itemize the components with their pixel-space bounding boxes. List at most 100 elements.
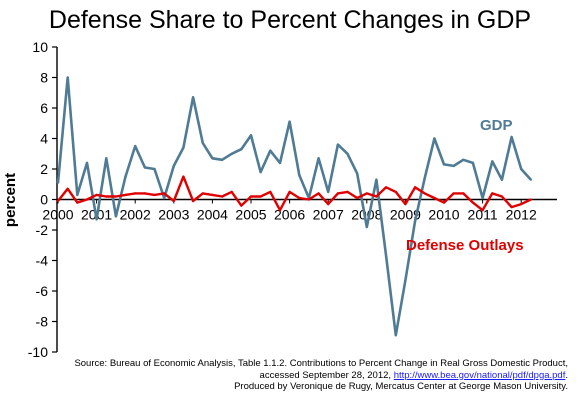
x-tick-label: 2008 bbox=[351, 207, 382, 223]
y-tick-label: -8 bbox=[36, 314, 49, 330]
gdp-point bbox=[414, 219, 417, 222]
defense-outlays-point bbox=[471, 201, 474, 204]
x-tick-label: 2004 bbox=[197, 207, 228, 223]
defense-outlays-point bbox=[105, 195, 108, 198]
gdp-point bbox=[172, 164, 175, 167]
defense-outlays-point bbox=[375, 195, 378, 198]
defense-outlays-point bbox=[230, 190, 233, 193]
defense-outlays-point bbox=[317, 192, 320, 195]
gdp-point bbox=[249, 134, 253, 137]
gdp-point bbox=[240, 148, 243, 151]
defense-outlays-series-label: Defense Outlays bbox=[406, 237, 524, 254]
defense-outlays-point bbox=[346, 190, 349, 193]
defense-outlays-point bbox=[211, 193, 214, 196]
defense-outlays-series bbox=[56, 175, 533, 212]
gdp-point bbox=[510, 135, 513, 139]
series-labels: GDP Defense Outlays bbox=[406, 117, 524, 254]
gdp-point bbox=[520, 167, 523, 171]
gdp-point bbox=[182, 146, 185, 149]
defense-outlays-point bbox=[134, 192, 137, 195]
defense-outlays-point bbox=[76, 201, 79, 204]
x-tick-label: 2000 bbox=[42, 207, 73, 223]
gdp-point bbox=[269, 149, 272, 152]
x-tick-label: 2010 bbox=[428, 207, 459, 223]
defense-outlays-point bbox=[85, 198, 89, 201]
source-accessed-text: accessed September 28, 2012, bbox=[259, 369, 394, 381]
gdp-point bbox=[124, 175, 127, 178]
gdp-point bbox=[375, 178, 378, 181]
defense-outlays-point bbox=[414, 186, 417, 189]
gdp-point bbox=[259, 171, 262, 174]
gdp-point bbox=[529, 178, 533, 181]
gdp-point bbox=[278, 161, 282, 164]
gdp-point bbox=[327, 190, 330, 193]
y-axis-label: percent bbox=[2, 173, 19, 227]
defense-outlays-point bbox=[327, 203, 330, 206]
gdp-point bbox=[95, 218, 98, 221]
y-tick-label: -4 bbox=[36, 253, 49, 269]
defense-outlays-point bbox=[95, 193, 98, 196]
defense-outlays-point bbox=[153, 193, 156, 196]
y-tick-label: -2 bbox=[36, 222, 49, 238]
chart-title: Defense Share to Percent Changes in GDP bbox=[48, 6, 532, 34]
defense-outlays-point bbox=[423, 192, 426, 195]
gdp-point bbox=[423, 177, 426, 180]
gdp-point bbox=[298, 174, 301, 177]
defense-outlays-point bbox=[259, 195, 262, 198]
defense-outlays-point bbox=[336, 192, 339, 195]
defense-outlays-point bbox=[143, 192, 146, 195]
defense-outlays-point bbox=[269, 190, 272, 193]
defense-outlays-point bbox=[278, 209, 282, 212]
x-tick-label: 2005 bbox=[235, 207, 266, 223]
x-tick-label: 2002 bbox=[120, 207, 151, 223]
defense-outlays-point bbox=[163, 192, 166, 195]
source-line-3: Produced by Veronique de Rugy, Mercatus … bbox=[234, 381, 568, 392]
gdp-point bbox=[471, 161, 474, 164]
gdp-point bbox=[105, 157, 108, 160]
gdp-point bbox=[288, 120, 291, 123]
defense-outlays-point bbox=[221, 195, 224, 198]
gdp-point bbox=[394, 334, 397, 337]
gdp-point bbox=[76, 193, 79, 196]
gdp-point bbox=[56, 181, 60, 184]
defense-outlays-point bbox=[182, 175, 185, 178]
gdp-point bbox=[66, 76, 69, 79]
defense-outlays-point bbox=[356, 196, 359, 200]
gdp-point bbox=[433, 137, 436, 140]
gdp-point bbox=[385, 254, 388, 257]
gdp-point bbox=[346, 152, 349, 155]
gdp-point bbox=[201, 142, 204, 145]
gdp-point bbox=[143, 166, 146, 169]
defense-outlays-point bbox=[192, 199, 195, 203]
gdp-point bbox=[221, 158, 224, 161]
source-link[interactable]: http://www.bea.gov/national/pdf/dpga.pdf bbox=[393, 369, 566, 381]
defense-outlays-point bbox=[433, 196, 436, 200]
y-tick-label: -10 bbox=[28, 344, 48, 360]
defense-outlays-point bbox=[249, 195, 253, 198]
defense-outlays-point bbox=[491, 192, 494, 195]
defense-outlays-point bbox=[394, 190, 397, 193]
y-tick-label: 8 bbox=[40, 70, 48, 86]
gdp-point bbox=[452, 164, 455, 167]
defense-outlays-point bbox=[529, 198, 533, 201]
gdp-point bbox=[404, 279, 407, 282]
gdp-point bbox=[230, 152, 233, 155]
gdp-point bbox=[481, 196, 484, 200]
defense-outlays-point bbox=[288, 190, 291, 193]
source-note: Source: Bureau of Economic Analysis, Tab… bbox=[8, 358, 568, 393]
defense-outlays-point bbox=[385, 186, 388, 189]
gdp-point bbox=[211, 157, 214, 160]
defense-outlays-point bbox=[510, 206, 513, 209]
gdp-point bbox=[134, 145, 137, 148]
defense-outlays-point bbox=[452, 192, 455, 195]
defense-outlays-line bbox=[57, 175, 532, 212]
source-period: . bbox=[565, 369, 568, 381]
gdp-point bbox=[317, 157, 320, 160]
y-tick-label: -6 bbox=[36, 283, 49, 299]
gdp-point bbox=[462, 158, 465, 161]
gdp-point bbox=[114, 215, 117, 218]
gdp-point bbox=[365, 225, 368, 229]
defense-outlays-point bbox=[481, 209, 484, 212]
defense-outlays-point bbox=[500, 195, 503, 198]
